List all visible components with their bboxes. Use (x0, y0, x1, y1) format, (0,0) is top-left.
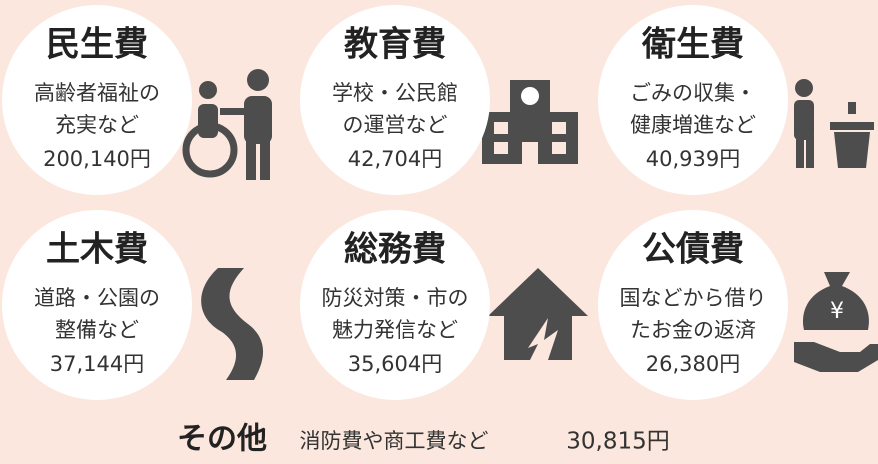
card-amount: 42,704円 (348, 147, 442, 171)
card-description: ごみの収集・ (630, 81, 756, 105)
card-description: 高齢者福祉の (34, 81, 160, 105)
card-amount: 200,140円 (43, 147, 151, 171)
school-icon (482, 80, 578, 164)
road-icon (201, 268, 264, 380)
card-description: 健康増進など (630, 113, 756, 137)
money-icon: ¥ (794, 272, 878, 372)
card-amount: 26,380円 (646, 352, 740, 376)
card-title: 衛生費 (641, 25, 744, 65)
card-description: たお金の返済 (630, 318, 756, 342)
card-title: 総務費 (344, 230, 446, 270)
trash-icon (794, 79, 874, 168)
card-amount: 37,144円 (50, 352, 144, 376)
card-circle (2, 5, 192, 195)
card-description: 道路・公園の (34, 286, 160, 310)
card-title: 民生費 (46, 25, 148, 65)
house-icon (488, 268, 588, 360)
card-description: 国などから借り (620, 286, 767, 310)
card-circle (598, 210, 788, 400)
card-description: 防災対策・市の (322, 286, 469, 310)
card-description: の運営など (343, 113, 448, 137)
card-title: 教育費 (344, 25, 446, 65)
card-description: 魅力発信など (332, 318, 458, 342)
card-description: 学校・公民館 (332, 81, 458, 105)
card-circle (300, 210, 490, 400)
other-description: 消防費や商工費など (300, 429, 489, 453)
card-amount: 40,939円 (646, 147, 740, 171)
care-icon (182, 69, 272, 180)
card-title: 土木費 (46, 230, 148, 270)
icons: ¥ (182, 69, 878, 380)
card-amount: 35,604円 (348, 352, 442, 376)
card-circle (598, 5, 788, 195)
other-amount: 30,815円 (566, 429, 669, 455)
card-circle (300, 5, 490, 195)
card-title: 公債費 (642, 230, 744, 270)
card-description: 整備など (55, 318, 139, 342)
card-description: 充実など (55, 113, 139, 137)
card-circle (2, 210, 192, 400)
yen-mark: ¥ (830, 299, 844, 324)
other-title: その他 (177, 422, 267, 457)
